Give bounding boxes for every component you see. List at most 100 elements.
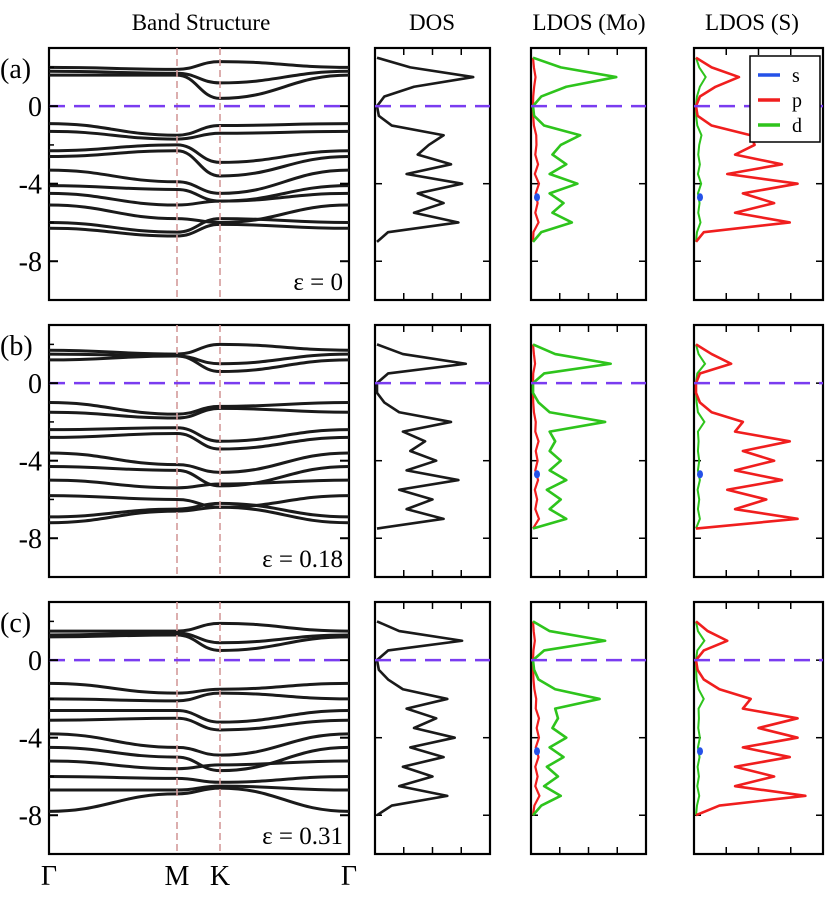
bands-b: [48, 342, 350, 525]
band-axes-b: [47, 323, 351, 579]
bands-a: [48, 60, 350, 238]
ldos-s-axes-b: [692, 323, 825, 579]
ldos-mo-curve-b: [531, 343, 613, 530]
band-line: [48, 184, 350, 203]
dos-axes-b: [373, 323, 492, 579]
band-line: [48, 69, 350, 85]
band-line: [48, 732, 350, 757]
ldos-mo-s-mark-a: [534, 193, 540, 202]
band-line: [48, 505, 350, 525]
band-line: [48, 786, 350, 813]
y-tick-label: -4: [19, 170, 42, 201]
band-line: [48, 60, 350, 71]
ldos-mo-curve-a: [531, 56, 618, 243]
band-line: [48, 352, 350, 366]
ldos-s-d-curve-a: [694, 57, 707, 242]
ldos-s-curve-a: [694, 56, 799, 243]
band-line: [48, 203, 350, 224]
band-line: [48, 73, 350, 100]
bands-c: [48, 621, 350, 813]
band-line: [49, 784, 350, 792]
band-line: [48, 129, 350, 141]
kpoint-label-k: K: [210, 861, 230, 892]
strain-label-a: ε = 0: [293, 269, 343, 296]
title-ldos-mo: LDOS (Mo): [532, 10, 645, 35]
ldos-s-d-curve-c: [694, 621, 706, 816]
legend-label-p: p: [792, 90, 802, 112]
band-line: [48, 191, 350, 207]
band-line: [48, 774, 350, 784]
strain-label-c: ε = 0.31: [262, 823, 343, 850]
figure-rows: 0 -4 -8 (a) ε = 0 0 -4 -8 (b) ε = 0.18 0 -4 -8 (c) ε =…: [0, 46, 825, 856]
band-line: [48, 222, 350, 238]
band-line: [48, 432, 350, 451]
ldos-mo-p-curve-b: [531, 344, 541, 530]
legend: spd: [749, 55, 821, 143]
band-line: [49, 709, 350, 724]
band-line: [48, 426, 350, 443]
y-tick-label: 0: [28, 369, 42, 400]
kpoint-label-gamma-start: Γ: [41, 861, 57, 892]
band-line: [48, 406, 350, 420]
panel-label-c: (c): [0, 608, 31, 639]
y-tick-label: -8: [19, 801, 42, 832]
kpoint-label-m: M: [165, 861, 190, 892]
title-ldos-s: LDOS (S): [705, 10, 799, 35]
band-line: [48, 149, 350, 178]
ldos-s-curve-c: [694, 620, 807, 817]
dos-curve-b: [375, 343, 468, 530]
ldos-mo-axes-a: [529, 46, 648, 302]
y-tick-label: -4: [19, 724, 42, 755]
band-line: [48, 168, 350, 195]
ldos-s-curve-b: [694, 343, 799, 530]
band-line: [48, 122, 350, 137]
dos-axes-a: [373, 46, 492, 302]
band-line: [48, 217, 350, 234]
kpoint-label-gamma-end: Γ: [341, 861, 357, 892]
ldos-mo-axes-b: [529, 323, 648, 579]
band-line: [48, 465, 350, 488]
legend-label-s: s: [792, 65, 800, 87]
y-tick-label: 0: [28, 646, 42, 677]
ldos-s-d-curve-b: [695, 344, 707, 529]
band-line: [48, 478, 350, 490]
panel-row-2: 0 -4 -8 (c) ε = 0.31: [0, 600, 825, 856]
legend-label-d: d: [792, 115, 802, 137]
y-tick-label: -8: [19, 247, 42, 278]
ldos-mo-s-mark-c: [534, 747, 540, 756]
band-line: [48, 745, 350, 773]
band-line: [48, 716, 350, 732]
ldos-s-s-mark-a: [697, 193, 703, 202]
title-band-structure: Band Structure: [132, 10, 271, 35]
dos-curve-a: [375, 56, 475, 243]
band-line: [48, 631, 350, 645]
band-line: [48, 143, 350, 164]
dos-axes-c: [373, 600, 492, 856]
panel-label-a: (a): [0, 54, 31, 85]
band-line: [48, 501, 350, 519]
band-line: [48, 342, 350, 356]
ldos-s-s-mark-b: [697, 470, 703, 479]
panel-row-1: 0 -4 -8 (b) ε = 0.18: [0, 323, 825, 579]
y-tick-label: -8: [19, 524, 42, 555]
ldos-mo-curve-c: [531, 620, 607, 817]
ldos-mo-s-mark-b: [534, 470, 540, 479]
band-line: [48, 354, 350, 374]
panel-label-b: (b): [0, 331, 33, 362]
ldos-s-s-mark-c: [697, 747, 703, 756]
band-line: [48, 401, 350, 416]
y-tick-label: -4: [19, 447, 42, 478]
y-tick-label: 0: [28, 92, 42, 123]
panel-row-0: 0 -4 -8 (a) ε = 0: [0, 46, 825, 302]
ldos-mo-axes-c: [529, 600, 648, 856]
band-line: [48, 681, 350, 695]
band-line: [48, 759, 350, 771]
ldos-mo-p-curve-c: [531, 621, 541, 816]
band-line: [48, 691, 350, 703]
dos-curve-c: [375, 620, 464, 817]
ldos-mo-p-curve-a: [531, 57, 541, 242]
band-line: [48, 633, 350, 652]
title-dos: DOS: [409, 10, 455, 35]
band-line: [48, 494, 350, 509]
